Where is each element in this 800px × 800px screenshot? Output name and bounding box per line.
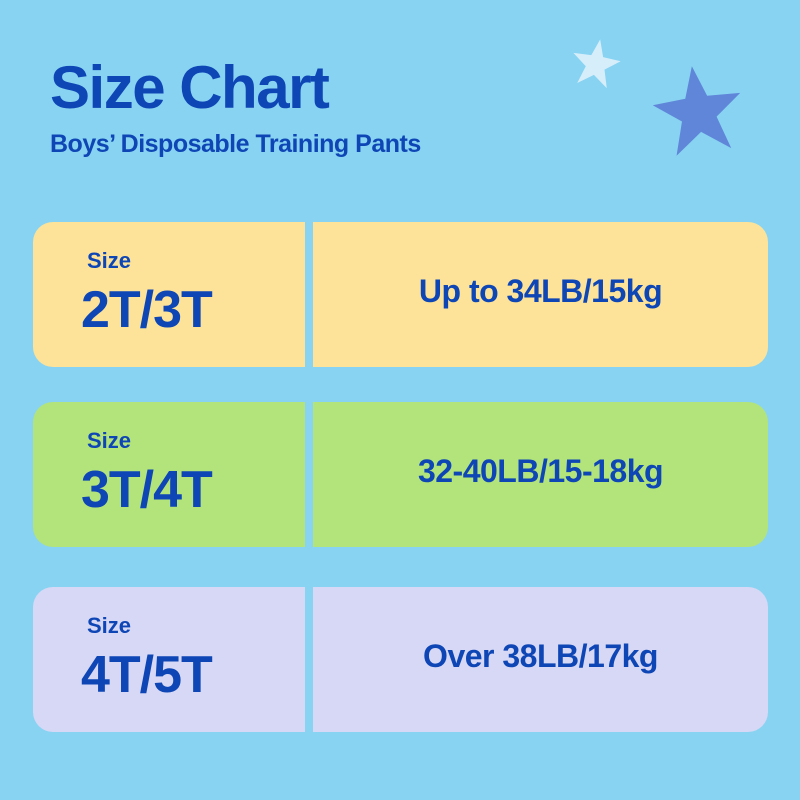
weight-cell: Over 38LB/17kg	[313, 587, 768, 732]
size-cell: Size 2T/3T	[33, 222, 305, 367]
size-label: Size	[87, 248, 132, 273]
size-label: Size	[87, 428, 132, 453]
size-row-3t-4t: Size 3T/4T 32-40LB/15-18kg	[33, 402, 768, 547]
size-cell: Size 3T/4T	[33, 402, 305, 547]
size-value: 2T/3T	[81, 281, 213, 339]
size-cell: Size 4T/5T	[33, 587, 305, 732]
large-star-icon	[652, 66, 741, 156]
page-title: Size Chart	[50, 54, 330, 121]
size-value: 4T/5T	[81, 646, 213, 704]
size-row-2t-3t: Size 2T/3T Up to 34LB/15kg	[33, 222, 768, 367]
size-row-4t-5t: Size 4T/5T Over 38LB/17kg	[33, 587, 768, 732]
weight-cell: Up to 34LB/15kg	[313, 222, 768, 367]
size-label: Size	[87, 613, 132, 638]
small-star-icon	[573, 39, 621, 88]
weight-range: Over 38LB/17kg	[423, 638, 658, 674]
weight-range: 32-40LB/15-18kg	[417, 453, 664, 489]
page-subtitle: Boys’ Disposable Training Pants	[50, 130, 421, 158]
weight-cell: 32-40LB/15-18kg	[313, 402, 768, 547]
size-value: 3T/4T	[81, 461, 213, 519]
weight-range: Up to 34LB/15kg	[418, 273, 663, 309]
